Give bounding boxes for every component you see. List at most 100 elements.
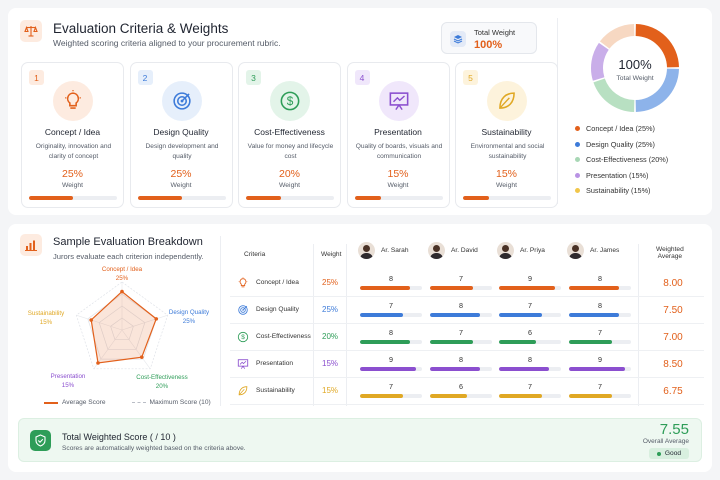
radar-point (120, 289, 124, 294)
score-bar (430, 394, 492, 398)
score-bar-fill (569, 313, 619, 317)
juror-score: 7 (360, 301, 422, 317)
score-bar (430, 340, 492, 344)
legend-label: Concept / Idea (25%) (586, 124, 655, 134)
criterion-weight-fill (246, 196, 282, 200)
score-value: 8 (459, 301, 463, 310)
criterion-weight-fill (354, 196, 381, 200)
donut-legend-item: Concept / Idea (25%) (575, 121, 705, 137)
radar-legend: Average Score Maximum Score (10) (44, 399, 211, 406)
juror-score: 7 (499, 382, 561, 398)
total-weight-card: Total Weight 100% (441, 22, 537, 54)
score-bar (499, 394, 561, 398)
lightbulb-icon (237, 277, 249, 289)
score-bar-fill (360, 286, 410, 290)
criterion-weight-fill (29, 196, 73, 200)
dollar-icon: $ (270, 81, 310, 121)
criterion-weight-label: Weight (170, 182, 192, 189)
presentation-board-icon (378, 81, 419, 121)
score-bar (499, 286, 561, 290)
target-icon (161, 81, 202, 121)
row-criterion-name: Cost-Effectiveness (256, 333, 311, 340)
juror-header: Ar. James (567, 242, 619, 259)
table-row: $ Cost-Effectiveness 20% 8 7 6 7 7.00 (230, 324, 704, 351)
legend-dot (575, 126, 580, 132)
juror-score: 7 (569, 328, 631, 344)
score-bar-fill (499, 313, 543, 317)
score-value: 7 (528, 301, 532, 310)
criterion-description: Design development and quality (145, 143, 219, 160)
juror-score: 9 (499, 274, 561, 290)
radar-axis-label: Concept / Idea (102, 266, 143, 273)
score-value: 8 (598, 301, 602, 310)
row-weighted-average: 7.00 (663, 332, 683, 343)
score-bar-fill (430, 340, 474, 344)
radar-axis (121, 329, 151, 370)
radar-axis-label: Presentation (51, 373, 86, 380)
criterion-name: Cost-Effectiveness (254, 127, 325, 137)
radar-axis-percent: 25% (183, 318, 196, 325)
row-weighted-average: 8.50 (663, 359, 683, 370)
donut-center-value: 100% (618, 57, 652, 72)
score-bar (360, 313, 422, 317)
target-icon (237, 304, 249, 316)
juror-score: 9 (360, 355, 422, 371)
score-value: 9 (389, 355, 393, 364)
criterion-weight-percent: 15% (387, 168, 409, 180)
score-value: 7 (459, 274, 463, 283)
juror-name: Ar. David (451, 247, 478, 254)
criterion-number: 4 (354, 70, 370, 85)
radar-axis-percent: 15% (62, 382, 75, 389)
avatar (358, 242, 375, 259)
row-criterion-name: Sustainability (256, 387, 295, 394)
criterion-weight-fill (137, 196, 182, 200)
criterion-weight-label: Weight (387, 182, 409, 189)
donut-slice (599, 24, 635, 49)
score-bar-fill (569, 394, 613, 398)
donut-slice (635, 68, 679, 112)
juror-score: 8 (360, 274, 422, 290)
column-divider (638, 244, 639, 406)
legend-dot (575, 141, 580, 147)
criterion-name: Sustainability (481, 127, 532, 137)
page-title: Evaluation Criteria & Weights (53, 21, 229, 36)
weight-column-header: Weight (321, 251, 342, 258)
juror-name: Ar. Priya (520, 247, 545, 254)
average-legend-swatch (44, 401, 58, 404)
juror-score: 7 (360, 382, 422, 398)
legend-label: Cost-Effectiveness (20%) (586, 155, 669, 165)
bar-chart-icon (20, 234, 42, 256)
column-divider (313, 244, 314, 406)
radar-point (139, 355, 144, 359)
overall-average-label: Overall Average (642, 438, 689, 445)
juror-header: Ar. David (428, 242, 478, 259)
juror-score: 7 (499, 301, 561, 317)
score-value: 7 (598, 328, 602, 337)
row-weight: 15% (322, 386, 339, 395)
juror-score: 6 (499, 328, 561, 344)
score-value: 8 (459, 355, 463, 364)
juror-score: 8 (360, 328, 422, 344)
legend-label: Design Quality (25%) (586, 139, 655, 149)
donut-slice (635, 24, 679, 68)
row-criterion-name: Presentation (256, 360, 294, 367)
score-value: 7 (459, 328, 463, 337)
weight-donut-chart (591, 24, 679, 112)
score-bar (569, 340, 631, 344)
score-value: 8 (598, 274, 602, 283)
row-weight: 20% (322, 332, 339, 341)
radar-axis-label: Cost-Effectiveness (136, 374, 187, 381)
juror-name: Ar. Sarah (381, 247, 409, 254)
score-value: 9 (528, 274, 532, 283)
svg-text:$: $ (287, 95, 294, 108)
score-bar (360, 286, 422, 290)
average-legend-label: Average Score (62, 399, 106, 406)
juror-score: 9 (569, 355, 631, 371)
criterion-number: 3 (246, 70, 261, 85)
radar-axis-percent: 15% (40, 319, 53, 326)
criterion-weight-label: Weight (278, 182, 301, 189)
score-value: 6 (459, 382, 463, 391)
row-weighted-average: 7.50 (663, 305, 683, 316)
donut-legend-item: Sustainability (15%) (575, 183, 705, 199)
criterion-weight-bar (137, 196, 226, 200)
